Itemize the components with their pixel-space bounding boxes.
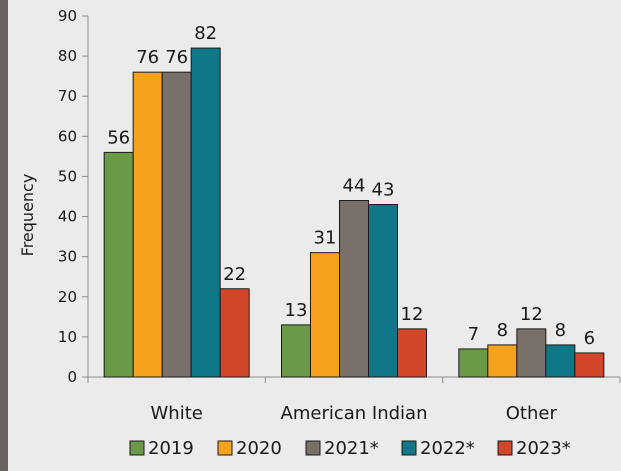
bar-2020-white	[132, 71, 163, 378]
legend-swatch	[401, 440, 417, 456]
data-label: 82	[194, 23, 217, 44]
legend-label: 2023*	[516, 438, 571, 459]
data-label: 8	[497, 320, 508, 341]
data-label: 8	[555, 320, 566, 341]
legend-item-2022: 2022*	[401, 438, 475, 459]
bar-2023-other	[574, 352, 605, 378]
legend-swatch	[129, 440, 145, 456]
data-label: 6	[584, 328, 595, 349]
y-tick-label: 40	[58, 208, 77, 226]
data-label: 44	[343, 176, 366, 197]
category-label: White	[150, 403, 202, 424]
legend-label: 2021*	[324, 438, 379, 459]
bar-2021-other	[516, 328, 547, 378]
legend-item-2021: 2021*	[305, 438, 379, 459]
legend-item-2019: 2019	[129, 438, 194, 459]
bar-2022-other	[545, 344, 576, 378]
y-tick-label: 90	[58, 7, 77, 25]
legend-label: 2020	[236, 438, 282, 459]
y-tick-label: 10	[58, 328, 77, 346]
bar-2020-other	[487, 344, 518, 378]
bar-2022-white	[190, 47, 221, 378]
bar-2021-american-indian	[339, 200, 369, 378]
axes: 0 10 20 30 40 50 60 70 80 90 White American Indian O…	[58, 7, 621, 424]
y-tick-label: 80	[58, 47, 77, 65]
legend-swatch	[497, 440, 513, 456]
data-label: 12	[401, 304, 424, 325]
data-label: 13	[285, 300, 308, 321]
y-tick-label: 70	[58, 87, 77, 105]
legend-item-2020: 2020	[217, 438, 282, 459]
bars	[103, 47, 605, 378]
data-label: 76	[136, 47, 159, 68]
bar-chart: Frequency 0 10 20 30 40 50 60 70 80 90 White Americ…	[18, 7, 621, 459]
bar-2023-white	[219, 288, 250, 378]
data-label: 31	[314, 228, 337, 249]
legend-swatch	[217, 440, 233, 456]
bar-2023-american-indian	[397, 328, 427, 378]
data-label: 7	[468, 324, 479, 345]
legend-swatch	[305, 440, 321, 456]
chart-panel: Frequency 0 10 20 30 40 50 60 70 80 90 White Americ…	[8, 0, 621, 471]
y-tick-label: 30	[58, 248, 77, 266]
legend-item-2023: 2023*	[497, 438, 571, 459]
data-label: 56	[107, 127, 130, 148]
bar-2019-white	[103, 151, 134, 378]
bar-2019-other	[458, 348, 489, 378]
y-tick-label: 0	[67, 368, 77, 386]
legend-label: 2022*	[420, 438, 475, 459]
legend-label: 2019	[148, 438, 194, 459]
bar-2019-american-indian	[281, 324, 311, 378]
y-tick-label: 50	[58, 167, 77, 185]
bar-2020-american-indian	[310, 252, 340, 378]
data-label: 22	[223, 264, 246, 285]
bar-2022-american-indian	[368, 204, 398, 378]
bar-2021-white	[161, 71, 192, 378]
category-label: American Indian	[281, 403, 428, 424]
y-axis-title: Frequency	[18, 174, 37, 257]
y-tick-label: 60	[58, 127, 77, 145]
y-tick-label: 20	[58, 288, 77, 306]
data-label: 12	[520, 304, 543, 325]
legend: 2019 2020 2021* 2022* 2023*	[129, 438, 571, 459]
data-label: 76	[165, 47, 188, 68]
category-label: Other	[506, 403, 558, 424]
data-label: 43	[372, 180, 395, 201]
